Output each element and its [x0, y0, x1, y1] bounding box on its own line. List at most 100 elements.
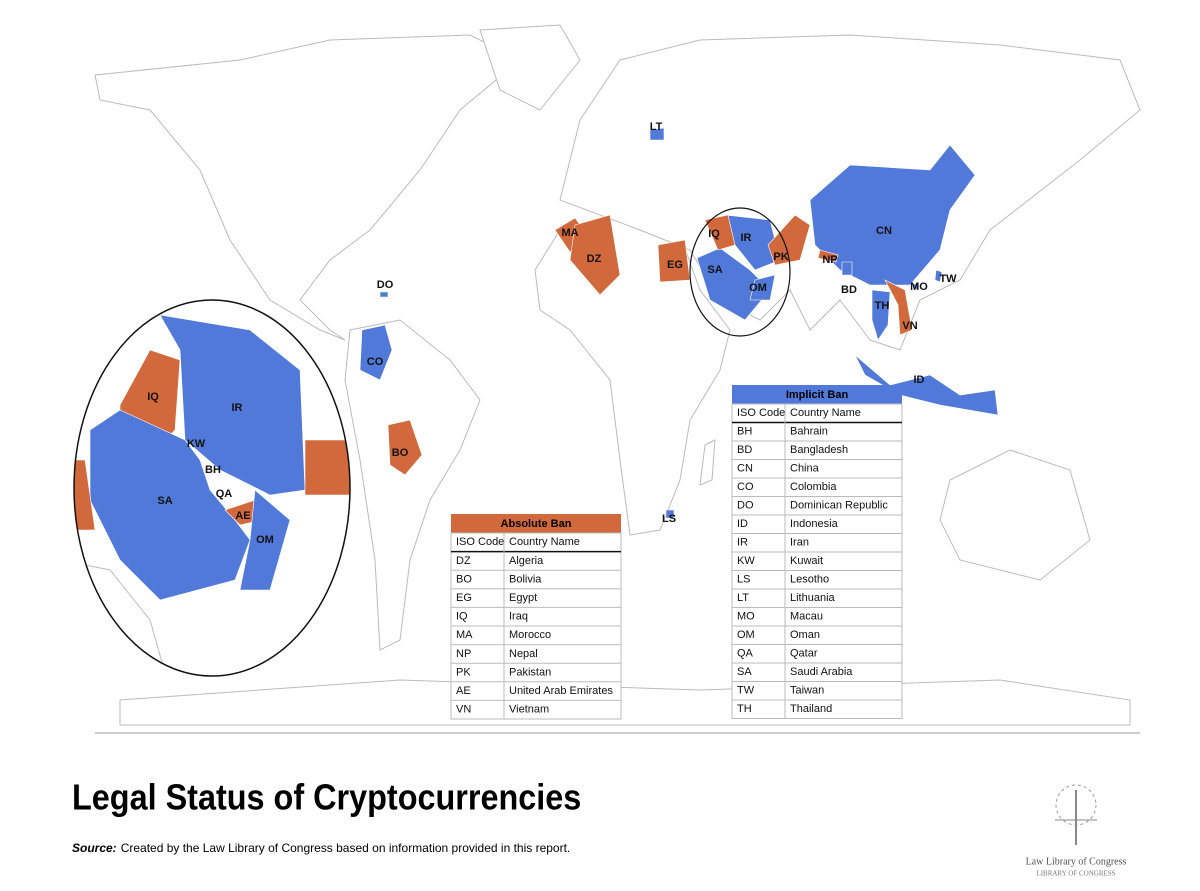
region-circle [689, 207, 791, 337]
table-cell: LS [737, 574, 750, 586]
table-cell: Qatar [790, 648, 818, 660]
table-cell: Bangladesh [790, 444, 848, 456]
logo-sub: LIBRARY OF CONGRESS [1036, 870, 1115, 878]
table-title: Absolute Ban [501, 518, 572, 530]
country [934, 269, 943, 283]
inset-label: AE [235, 510, 250, 522]
table-cell: TH [737, 703, 752, 715]
country-label: BO [392, 447, 409, 459]
inset-country [159, 314, 306, 496]
table-cell: BH [737, 426, 752, 438]
table-cell: MA [456, 629, 473, 641]
country-label: DO [377, 279, 394, 291]
table-header: ISO Code [456, 536, 504, 548]
table-cell: Bolivia [509, 573, 542, 585]
table-cell: Morocco [509, 629, 551, 641]
table-cell: Vietnam [509, 704, 549, 716]
country-label: LT [650, 121, 663, 133]
country [649, 127, 665, 141]
country [665, 509, 675, 519]
table-cell: Pakistan [509, 666, 551, 678]
country-label: LS [662, 513, 676, 525]
table-cell: Algeria [509, 555, 544, 567]
greenland [479, 24, 581, 111]
table-cell: BD [737, 444, 752, 456]
country [359, 324, 393, 381]
table-cell: Iraq [509, 611, 528, 623]
table-cell: Thailand [790, 703, 832, 715]
table-cell: QA [737, 648, 754, 660]
table-cell: EG [456, 592, 472, 604]
table-cell: Colombia [790, 481, 837, 493]
table-cell: LT [737, 592, 749, 604]
table-header: Country Name [790, 407, 861, 419]
title: Legal Status of Cryptocurrencies [72, 778, 581, 818]
table-cell: Bahrain [790, 426, 828, 438]
country-label: EG [667, 259, 683, 271]
inset-country [89, 409, 251, 601]
table-cell: Saudi Arabia [790, 666, 853, 678]
inset-label: OM [256, 534, 274, 546]
country-label: SA [707, 264, 722, 276]
north-america [94, 34, 521, 341]
table-cell: BO [456, 573, 472, 585]
country-label: OM [749, 282, 767, 294]
table-cell: Lesotho [790, 574, 829, 586]
table-cell: TW [737, 685, 755, 697]
table-cell: United Arab Emirates [509, 685, 613, 697]
table-title: Implicit Ban [786, 389, 849, 401]
logo: Law Library of Congress LIBRARY OF CONGR… [1026, 784, 1127, 878]
country [912, 283, 919, 290]
table-cell: PK [456, 666, 471, 678]
source-label: Source: [72, 841, 117, 855]
table-cell: Nepal [509, 648, 538, 660]
table-cell: MO [737, 611, 755, 623]
country [704, 214, 736, 251]
country-label: TH [875, 300, 890, 312]
table-cell: AE [456, 685, 471, 697]
inset-label: IQ [147, 391, 159, 403]
table-cell: Egypt [509, 592, 537, 604]
inset-country [304, 439, 350, 496]
australia [939, 449, 1091, 581]
table-cell: Taiwan [790, 685, 824, 697]
inset-label: QA [216, 488, 233, 500]
table-cell: KW [737, 555, 755, 567]
tables: Absolute Ban ISO Code Country Name DZ Algeri… [450, 385, 903, 720]
table-cell: Dominican Republic [790, 500, 888, 512]
country-label: NP [822, 254, 837, 266]
country-label: MA [561, 227, 578, 239]
country-label: CO [367, 356, 384, 368]
table-cell: CN [737, 463, 753, 475]
south-america [344, 319, 481, 651]
country-label: VN [902, 320, 917, 332]
table-header: Country Name [509, 536, 580, 548]
table-title-bg [451, 514, 621, 533]
table-cell: Lithuania [790, 592, 836, 604]
country-label: MO [910, 281, 928, 293]
table-header: ISO Code [737, 407, 785, 419]
country-label: PK [773, 251, 788, 263]
inset-circle [73, 299, 351, 677]
table-cell: CO [737, 481, 754, 493]
source-text: Created by the Law Library of Congress b… [121, 841, 571, 855]
country [387, 419, 423, 476]
country-label: DZ [587, 253, 602, 265]
country [871, 289, 891, 341]
table-cell: Kuwait [790, 555, 823, 567]
table-cell: IR [737, 537, 748, 549]
country [884, 279, 913, 336]
table-cell: Iran [790, 537, 809, 549]
inset-country [74, 459, 96, 531]
table-cell: Indonesia [790, 518, 839, 530]
countries [359, 127, 999, 519]
source: Source: Created by the Law Library of Con… [72, 841, 570, 855]
table-title-bg [732, 385, 902, 404]
country-label: CN [876, 225, 892, 237]
logo-name: Law Library of Congress [1026, 856, 1127, 867]
madagascar [699, 439, 716, 486]
inset-map [74, 300, 350, 676]
country [569, 214, 621, 296]
